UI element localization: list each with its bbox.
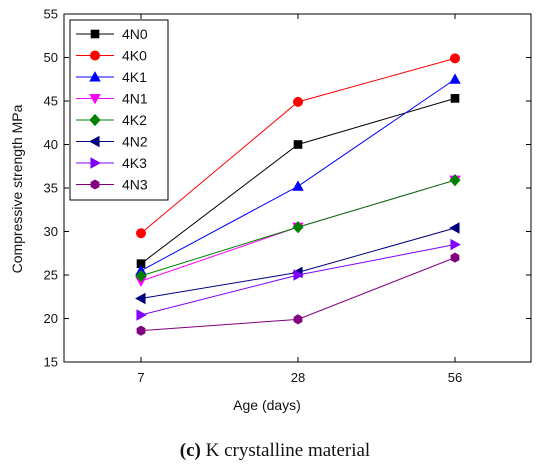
series-4n3 xyxy=(136,252,460,336)
data-point xyxy=(136,309,147,321)
data-point xyxy=(293,269,304,281)
series-line xyxy=(140,78,456,272)
figure-caption: (c) K crystalline material xyxy=(0,440,550,462)
series-4k2 xyxy=(135,174,461,282)
legend-label: 4K0 xyxy=(122,48,147,64)
data-point xyxy=(449,53,460,64)
data-point xyxy=(450,252,460,263)
series-layer xyxy=(135,53,461,336)
legend-marker xyxy=(89,71,101,82)
data-point xyxy=(449,222,460,234)
legend-item: 4K0 xyxy=(76,48,147,64)
legend-item: 4K2 xyxy=(76,112,147,128)
data-point xyxy=(136,325,146,336)
legend-label: 4K1 xyxy=(122,69,147,85)
y-tick-label: 40 xyxy=(44,137,58,152)
legend-marker xyxy=(90,157,101,169)
data-point xyxy=(293,140,303,149)
legend-label: 4N3 xyxy=(122,177,148,193)
legend-label: 4N0 xyxy=(122,26,148,42)
data-point xyxy=(135,292,146,305)
x-tick-label: 7 xyxy=(137,370,144,385)
caption-text: K crystalline material xyxy=(200,440,371,461)
data-point xyxy=(292,96,303,107)
y-tick-label: 15 xyxy=(44,355,58,370)
caption-label: (c) xyxy=(179,440,201,461)
legend-marker xyxy=(90,50,101,61)
legend-marker xyxy=(89,135,100,148)
legend-item: 4K3 xyxy=(76,155,147,171)
series-4n2 xyxy=(135,222,460,305)
data-point xyxy=(449,73,461,84)
legend-marker xyxy=(90,29,100,39)
legend-label: 4K3 xyxy=(122,155,147,171)
series-4k0 xyxy=(135,53,460,239)
legend-item: 4K1 xyxy=(76,69,147,85)
y-tick-label: 20 xyxy=(44,311,58,326)
legend-item: 4N1 xyxy=(76,91,148,107)
x-tick-label: 28 xyxy=(291,370,305,385)
legend-marker xyxy=(89,113,101,127)
y-tick-label: 35 xyxy=(44,181,58,196)
x-tick-label: 56 xyxy=(448,370,462,385)
data-point xyxy=(293,314,303,325)
x-axis-label: Age (days) xyxy=(233,397,301,413)
y-tick-label: 25 xyxy=(44,268,58,283)
legend-label: 4K2 xyxy=(122,112,147,128)
legend: 4N0 4K0 4K1 4N1 4K2 4N2 4K3 4N3 xyxy=(69,19,169,201)
legend-label: 4N2 xyxy=(122,134,148,150)
y-tick-label: 45 xyxy=(44,94,58,109)
legend-marker xyxy=(89,93,101,105)
data-point xyxy=(135,228,146,239)
y-tick-label: 30 xyxy=(44,224,58,239)
y-tick-label: 50 xyxy=(44,50,58,65)
data-point xyxy=(449,174,461,187)
legend-label: 4N1 xyxy=(122,91,148,107)
data-point xyxy=(450,94,460,103)
data-point xyxy=(450,238,461,251)
y-tick-label: 55 xyxy=(44,7,58,22)
series-line xyxy=(140,227,456,299)
legend-item: 4N0 xyxy=(76,26,148,42)
x-axis: 7 28 56 xyxy=(137,14,462,385)
legend-marker xyxy=(90,179,100,190)
y-axis: 15 20 25 30 35 40 45 50 55 xyxy=(44,7,531,370)
series-line xyxy=(140,244,456,316)
y-axis-label: Compressive strength MPa xyxy=(9,104,25,273)
series-4n0 xyxy=(136,94,460,268)
legend-box xyxy=(69,19,169,201)
legend-item: 4N2 xyxy=(76,134,148,150)
data-point xyxy=(135,269,147,282)
data-point xyxy=(292,221,304,234)
data-point xyxy=(292,180,304,191)
series-4k3 xyxy=(136,238,461,321)
legend-item: 4N3 xyxy=(76,177,148,193)
